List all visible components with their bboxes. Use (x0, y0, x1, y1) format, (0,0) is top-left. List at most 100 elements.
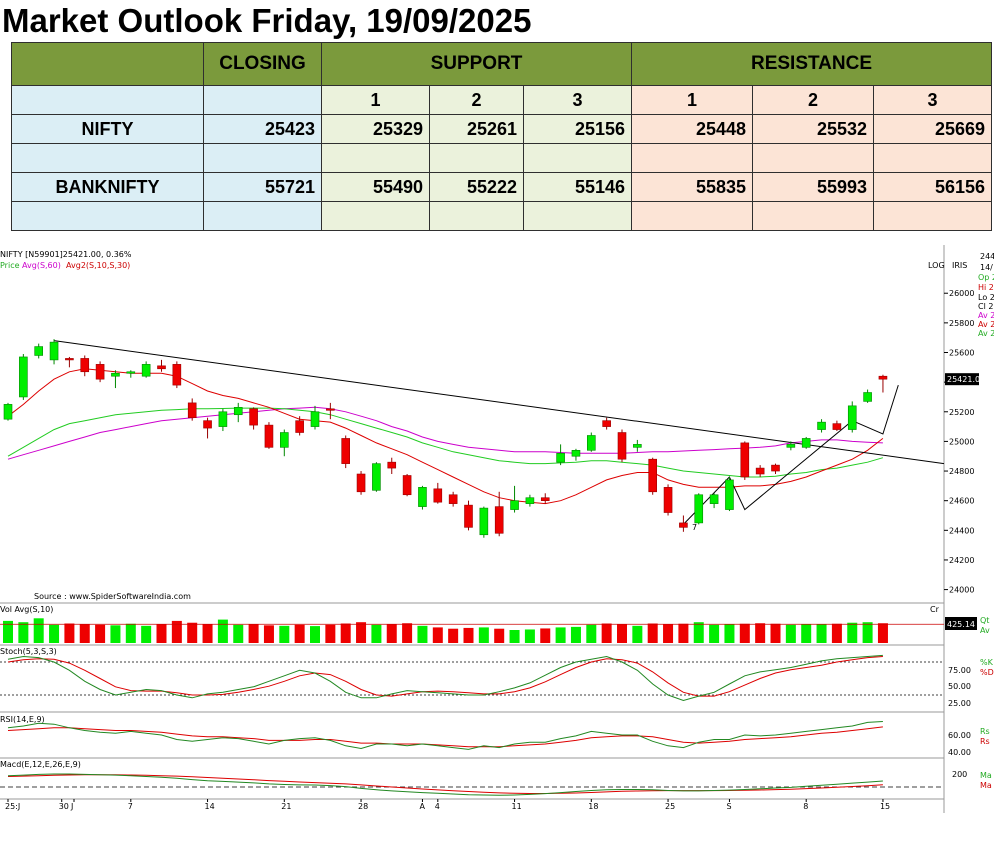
candle-body (571, 450, 581, 457)
cell (523, 201, 632, 231)
volume-bar (877, 623, 888, 643)
candle-body (80, 358, 90, 373)
volume-bar (847, 622, 858, 643)
cell (631, 201, 753, 231)
resistance-value: 25669 (873, 114, 992, 144)
candle-body (141, 364, 151, 377)
candle-body (694, 494, 704, 524)
macd-line (7, 773, 883, 796)
volume-bar (248, 624, 259, 643)
price-tick-label: 24000 (949, 586, 974, 595)
volume-bar (709, 624, 720, 643)
price-tick-label: 25200 (949, 408, 974, 417)
x-tick-label: 18 (588, 802, 598, 811)
volume-bar (678, 623, 689, 643)
cell (873, 143, 992, 173)
avg1-label: Avg(S,60) (22, 261, 61, 270)
volume-bar (663, 624, 674, 643)
volume-cr: Cr (930, 605, 940, 614)
cell (11, 85, 204, 115)
info-top-date: 14/ (980, 263, 993, 272)
support-value: 55490 (321, 172, 430, 202)
header-support: SUPPORT (321, 42, 632, 86)
volume-bar (724, 624, 735, 643)
rsi-tick-40: 40.00 (948, 748, 971, 757)
stoch-k-line (7, 654, 883, 702)
header-resistance: RESISTANCE (631, 42, 992, 86)
candle-body (126, 371, 136, 374)
volume-bar (294, 624, 305, 643)
candle-body (771, 464, 780, 472)
macd-label-2: Ma (980, 781, 992, 790)
candle-body (172, 364, 182, 386)
resistance-value: 56156 (873, 172, 992, 202)
macd-label-1: Ma (980, 771, 992, 780)
candle-body (157, 365, 166, 370)
volume-bar (110, 625, 121, 643)
support-value: 25329 (321, 114, 430, 144)
candle-body (633, 444, 642, 448)
trendline (53, 340, 945, 465)
volume-bar (18, 622, 29, 643)
wave-line (683, 384, 899, 525)
last-price-label: 25421.0 (947, 375, 980, 384)
volume-bar (171, 620, 182, 643)
price-tick-label: 24200 (949, 556, 974, 565)
cell (429, 143, 524, 173)
stoch-d-line (7, 656, 883, 697)
candle-body (341, 438, 351, 464)
candle-body (34, 346, 44, 356)
rsi-label: RSI(14,E,9) (0, 715, 45, 724)
candle-body (878, 375, 888, 380)
candle-body (295, 420, 304, 433)
price-chart: NIFTY [N59901]25421.00, 0.36% Price Avg(… (0, 245, 994, 815)
support-value: 25261 (429, 114, 524, 144)
volume-bar (49, 624, 60, 643)
row-name: NIFTY (11, 114, 204, 144)
volume-bar (125, 623, 136, 643)
table-row-banknifty: BANKNIFTY 55721 55490 55222 55146 55835 … (11, 172, 992, 202)
volume-value: 425.14 (947, 620, 975, 629)
annotation-7: 7 (692, 523, 697, 532)
volume-bar (356, 622, 367, 643)
info-op: Op 2 (978, 273, 994, 282)
price-tick-label: 24600 (949, 497, 974, 506)
log-label: LOG (928, 261, 945, 270)
resistance-1-header: 1 (631, 85, 753, 115)
price-tick-label: 25600 (949, 349, 974, 358)
volume-qt: Qt (980, 616, 989, 625)
volume-bar (371, 624, 382, 643)
candle-body (464, 504, 473, 528)
resistance-value: 25532 (752, 114, 874, 144)
candle-body (418, 487, 427, 507)
rsi-line (7, 721, 883, 750)
stoch-tick-50: 50.00 (948, 682, 971, 691)
candle-body (233, 407, 243, 416)
candle-body (617, 432, 627, 460)
price-label: Price (0, 261, 20, 270)
candle-body (433, 488, 443, 503)
candle-body (479, 507, 489, 536)
candle-body (95, 364, 105, 380)
ema10-line (7, 368, 884, 505)
candle-body (525, 497, 535, 504)
ema30-line (7, 407, 884, 478)
cell (203, 143, 322, 173)
support-3-header: 3 (523, 85, 632, 115)
symbol-line: NIFTY [N59901]25421.00, 0.36% (0, 250, 132, 259)
candle-body (264, 424, 274, 448)
candle-body (556, 452, 565, 463)
macd-tick-200: 200 (952, 770, 967, 779)
candle-body (187, 402, 197, 419)
support-1-header: 1 (321, 85, 430, 115)
info-av1: Av 2 (978, 311, 994, 320)
cell (321, 201, 430, 231)
candle-body (817, 421, 826, 430)
candle-body (372, 463, 381, 491)
x-tick-label: 21 (281, 802, 291, 811)
volume-bar (310, 626, 320, 643)
last-price-box (945, 373, 979, 386)
candle-body (663, 487, 673, 513)
candle-body (3, 404, 13, 420)
price-tick-label: 24800 (949, 467, 974, 476)
